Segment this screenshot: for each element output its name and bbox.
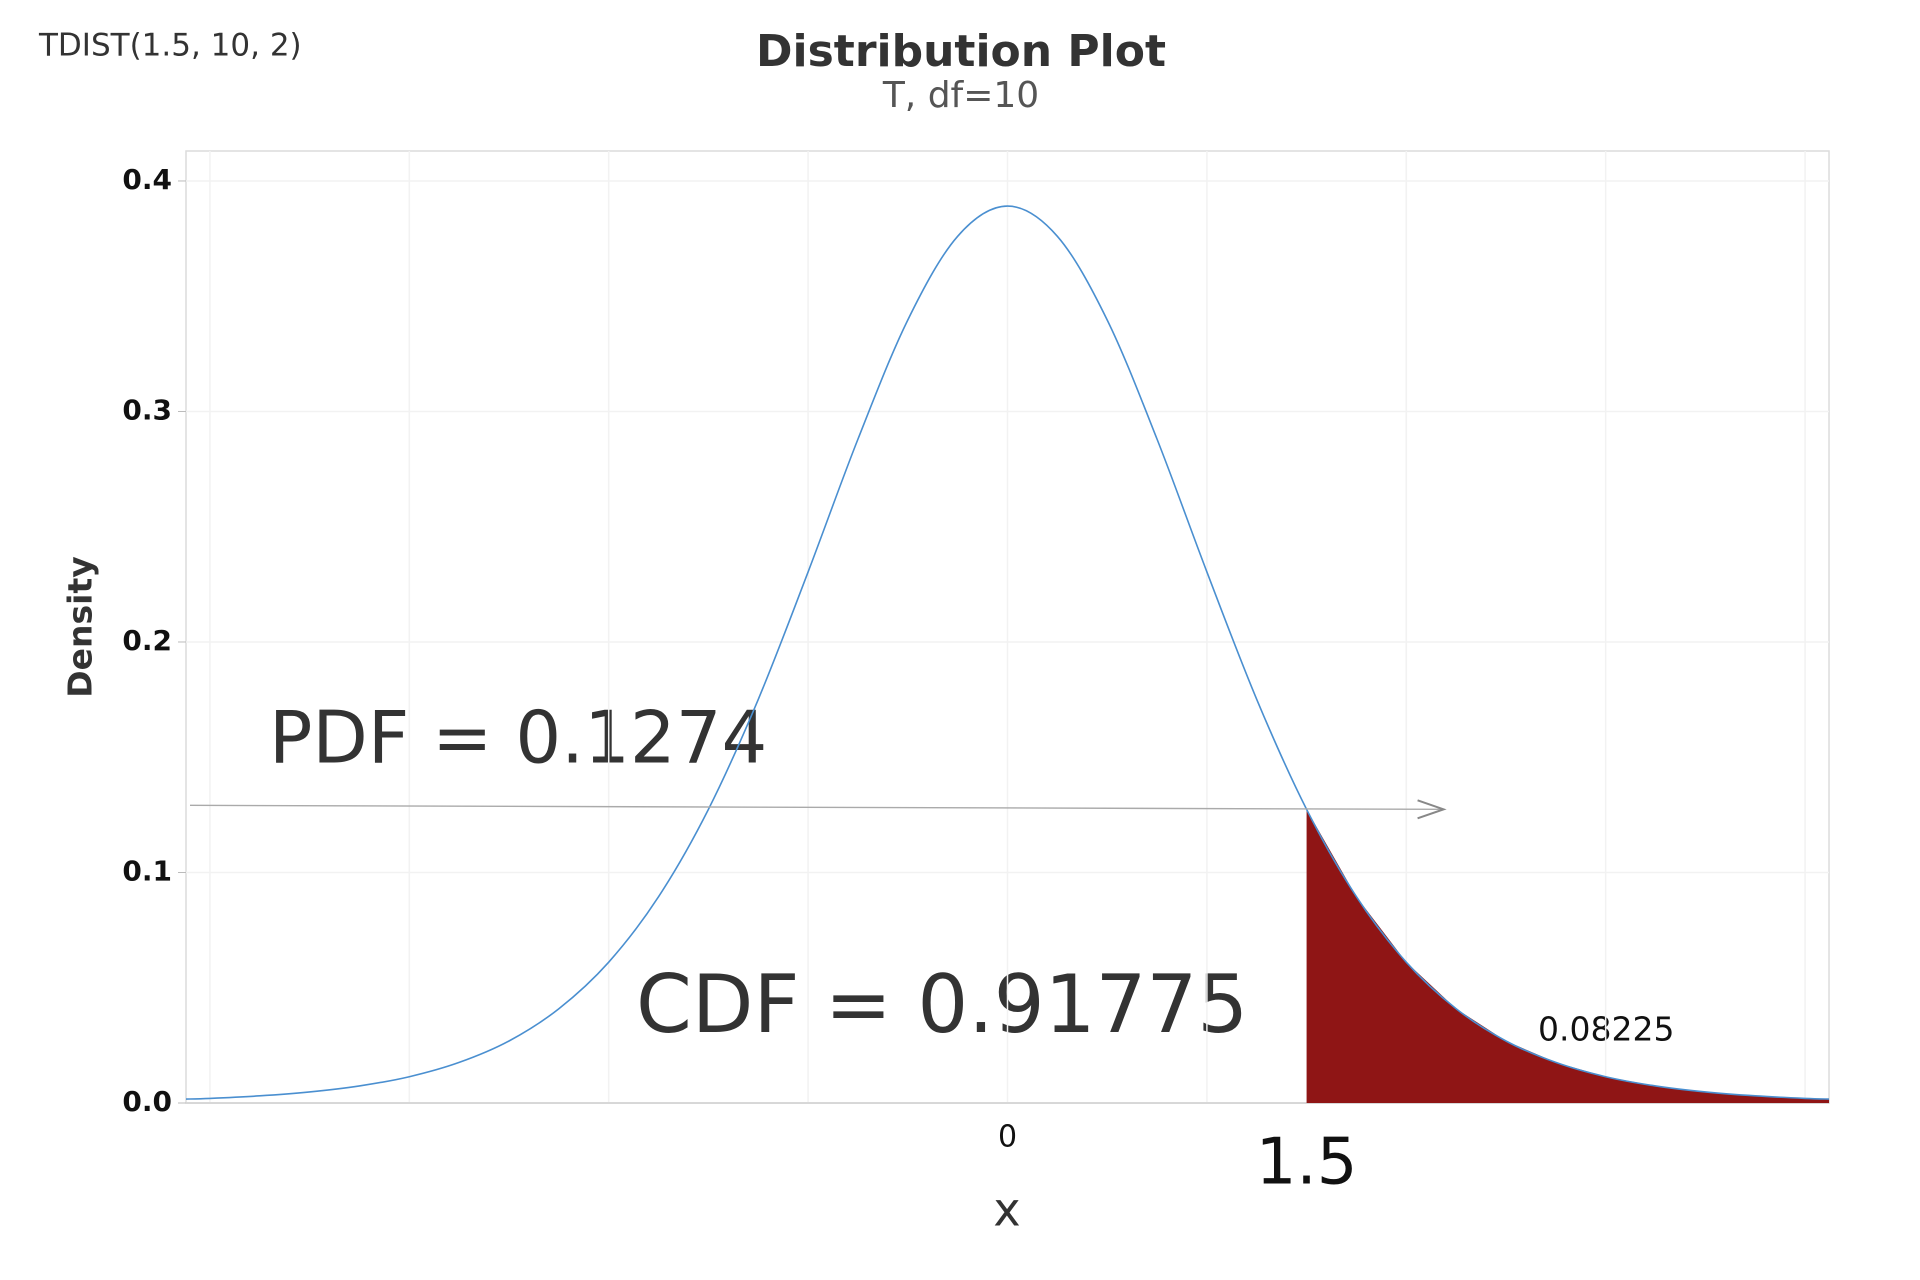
shaded-area: [1306, 809, 1829, 1103]
chart-subtitle: T, df=10: [882, 75, 1039, 116]
pdf-arrow: [189, 804, 1444, 811]
y-axis-label: Density: [61, 556, 100, 698]
y-tick-label: 0.4: [122, 163, 172, 196]
y-tick-label: 0.0: [122, 1085, 172, 1118]
chart-title: Distribution Plot: [756, 26, 1166, 77]
x-axis-label: x: [993, 1183, 1020, 1237]
y-tick-label: 0.1: [122, 854, 172, 887]
cdf-label: CDF = 0.91775: [636, 958, 1248, 1051]
density-curve: [185, 205, 1830, 1100]
arrow-head: [1417, 799, 1447, 820]
annotation: TDIST(1.5, 10, 2): [38, 28, 302, 64]
x-tick-label: 1.5: [1256, 1126, 1358, 1200]
x-tick-label: 0: [998, 1120, 1017, 1155]
y-tick-label: 0.3: [122, 393, 172, 426]
y-tick-label: 0.2: [122, 624, 172, 657]
pdf-label: PDF = 0.1274: [269, 696, 767, 780]
